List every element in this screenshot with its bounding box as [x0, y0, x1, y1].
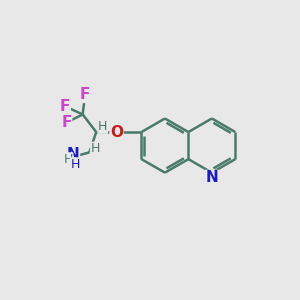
Text: N: N: [67, 147, 80, 162]
Text: F: F: [80, 87, 90, 102]
Text: H: H: [63, 153, 73, 166]
Text: O: O: [110, 124, 123, 140]
Text: F: F: [60, 99, 70, 114]
Text: H: H: [91, 142, 100, 155]
Text: N: N: [206, 170, 218, 185]
Text: F: F: [61, 115, 72, 130]
Text: H: H: [98, 120, 107, 133]
Text: H: H: [70, 158, 80, 171]
